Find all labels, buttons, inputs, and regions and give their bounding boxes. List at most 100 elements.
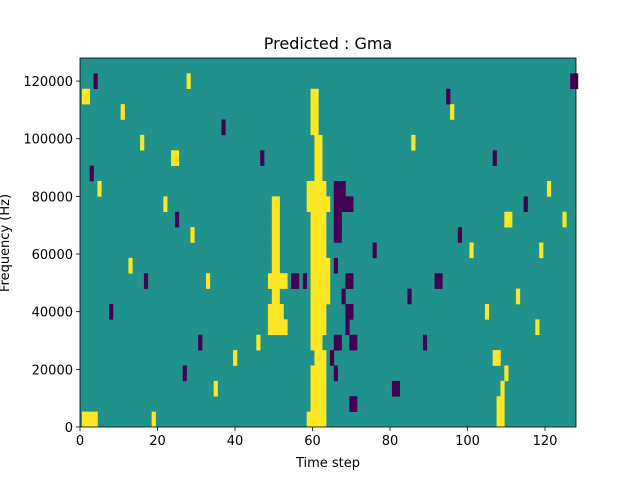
heatmap-cell xyxy=(310,396,315,412)
heatmap-cell xyxy=(310,88,315,105)
heatmap-cell xyxy=(326,288,331,305)
heatmap-cell xyxy=(341,288,346,305)
heatmap-cell xyxy=(349,304,354,320)
x-tick-label: 20 xyxy=(149,434,166,449)
heatmap-cell xyxy=(333,196,338,213)
heatmap-cell xyxy=(353,396,358,412)
heatmap-cell xyxy=(109,304,114,320)
heatmap-cell xyxy=(271,304,276,320)
heatmap-cell xyxy=(306,181,311,197)
heatmap-cell xyxy=(271,319,276,336)
heatmap-cell xyxy=(97,181,102,197)
heatmap-cell xyxy=(279,273,284,289)
heatmap-cell xyxy=(310,273,315,289)
heatmap-cell xyxy=(89,411,94,428)
heatmap-cell xyxy=(322,288,327,305)
heatmap-cell xyxy=(504,365,509,382)
heatmap-cell xyxy=(198,334,203,351)
heatmap-cell xyxy=(496,396,501,412)
heatmap-cell xyxy=(171,150,176,166)
heatmap-cell xyxy=(500,380,505,397)
plot-area xyxy=(79,57,579,428)
heatmap-cell xyxy=(318,411,323,428)
heatmap-cell xyxy=(302,273,307,289)
heatmap-cell xyxy=(318,319,323,336)
x-tick-label: 100 xyxy=(455,434,480,449)
heatmap-cell xyxy=(333,365,338,382)
heatmap-cell xyxy=(318,396,323,412)
heatmap-cell xyxy=(256,334,261,351)
heatmap-cell xyxy=(275,242,280,259)
y-tick-label: 80000 xyxy=(32,190,73,205)
heatmap-cell xyxy=(205,273,211,289)
heatmap-cell xyxy=(492,150,497,166)
heatmap-cell xyxy=(314,319,319,336)
heatmap-cell xyxy=(275,227,280,243)
heatmap-cell xyxy=(318,227,323,243)
heatmap-cell xyxy=(318,181,323,197)
heatmap-cell xyxy=(407,288,412,305)
heatmap-cell xyxy=(190,227,195,243)
x-tick-label: 0 xyxy=(76,434,84,449)
x-tick-label: 80 xyxy=(382,434,399,449)
heatmap-cell xyxy=(314,350,319,366)
heatmap-cell xyxy=(310,411,315,428)
heatmap-cell xyxy=(322,273,327,289)
heatmap-cell xyxy=(349,273,354,289)
heatmap-cell xyxy=(562,211,567,228)
heatmap-cell xyxy=(322,211,327,228)
heatmap-cell xyxy=(508,211,513,228)
heatmap-cell xyxy=(314,365,319,382)
heatmap-cell xyxy=(89,165,94,182)
heatmap-cell xyxy=(450,104,455,120)
heatmap-cell xyxy=(275,288,280,305)
heatmap-cell xyxy=(182,365,187,382)
heatmap-cell xyxy=(322,242,327,259)
heatmap-cell xyxy=(326,196,331,213)
heatmap-cell xyxy=(267,273,273,289)
y-tick-label: 120000 xyxy=(23,75,73,90)
y-tick-label: 60000 xyxy=(32,248,73,263)
heatmap-cell xyxy=(314,304,319,320)
heatmap-cell xyxy=(279,304,284,320)
heatmap-cell xyxy=(140,134,145,151)
heatmap-cell xyxy=(314,334,319,351)
heatmap-cell xyxy=(395,380,400,397)
heatmap-cell xyxy=(314,288,319,305)
heatmap-cell xyxy=(306,411,311,428)
heatmap-cell xyxy=(318,380,323,397)
heatmap-cell xyxy=(310,104,315,120)
heatmap-cell xyxy=(271,257,276,274)
heatmap-cell xyxy=(322,196,327,213)
y-tick-label: 0 xyxy=(65,421,73,436)
heatmap-cell xyxy=(310,334,315,351)
heatmap-cell xyxy=(314,88,319,105)
y-axis-label: Frequency (Hz) xyxy=(0,194,13,292)
heatmap-cell xyxy=(341,181,346,197)
heatmap-cell xyxy=(314,411,319,428)
heatmap-cell xyxy=(310,319,315,336)
heatmap-cell xyxy=(322,257,327,274)
heatmap-cell xyxy=(314,396,319,412)
y-tick-label: 100000 xyxy=(23,133,73,148)
heatmap-cell xyxy=(318,257,323,274)
heatmap-cell xyxy=(496,411,501,428)
heatmap-cell xyxy=(333,334,338,351)
heatmap-cell xyxy=(322,304,327,320)
heatmap-cell xyxy=(457,227,462,243)
y-axis: 0 20000 40000 60000 80000 100000 120000 xyxy=(23,75,80,436)
heatmap-cell xyxy=(349,396,354,412)
heatmap-cell xyxy=(314,227,319,243)
heatmap-cell xyxy=(434,273,439,289)
heatmap-cell xyxy=(291,273,296,289)
heatmap-cell xyxy=(318,150,323,166)
heatmap-cell xyxy=(322,319,327,336)
heatmap-cell xyxy=(93,73,98,90)
heatmap-cell xyxy=(310,365,315,382)
heatmap-cell xyxy=(314,257,319,274)
heatmap-cell xyxy=(233,350,238,366)
heatmap-cell xyxy=(275,273,280,289)
heatmap-cell xyxy=(318,365,323,382)
heatmap-cell xyxy=(310,211,315,228)
